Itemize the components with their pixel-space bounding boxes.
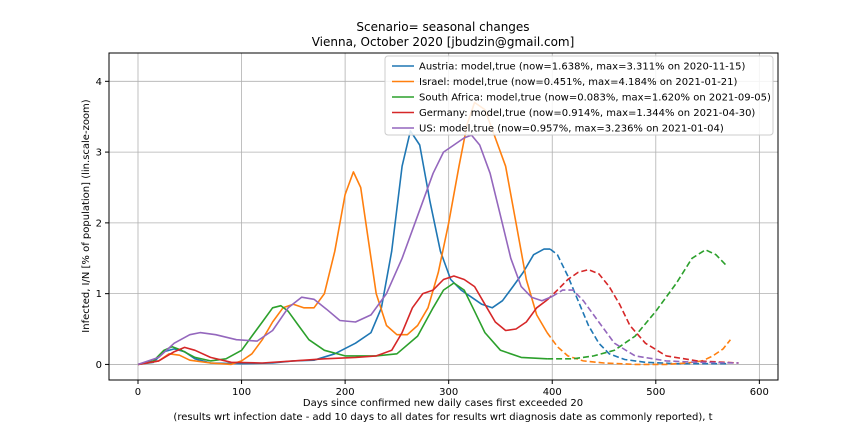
x-tick-label: 500 (646, 387, 665, 398)
chart-subtitle: Vienna, October 2020 [jbudzin@gmail.com] (312, 35, 575, 49)
series-line-solid-3 (137, 275, 548, 366)
legend-entry-1: Israel: model,true (now=0.451%, max=4.18… (419, 77, 738, 88)
series-line-solid-0 (137, 130, 551, 366)
series-line-dashed-2 (547, 248, 727, 360)
series-line-dashed-4 (551, 289, 739, 364)
x-tick-label: 0 (135, 387, 141, 398)
x-tick-label: 600 (750, 387, 769, 398)
x-tick-label: 300 (439, 387, 458, 398)
legend-box (384, 55, 774, 136)
x-axis-label-line1: Days since confirmed new daily cases fir… (303, 398, 583, 409)
x-axis-label-line2: (results wrt infection date - add 10 day… (173, 412, 712, 423)
series-line-solid-4 (137, 134, 553, 366)
x-tick-label: 100 (232, 387, 251, 398)
y-tick-label: 0 (96, 360, 102, 371)
y-tick-label: 4 (96, 77, 102, 88)
series-line-solid-2 (137, 282, 548, 366)
x-tick-label: 400 (543, 387, 562, 398)
legend: Austria: model,true (now=1.638%, max=3.3… (384, 55, 774, 136)
series-line-dashed-0 (549, 248, 729, 365)
plot-frame (108, 52, 779, 381)
axis-ticks: 0 100 200 300 400 500 600 0 1 2 3 4 (96, 77, 769, 398)
legend-entry-0: Austria: model,true (now=1.638%, max=3.3… (419, 62, 746, 73)
legend-entry-3: Germany: model,true (now=0.914%, max=1.3… (419, 108, 755, 119)
legend-entry-2: South Africa: model,true (now=0.083%, ma… (419, 93, 771, 104)
y-axis-label: Infected, I/N [% of population] (lin.sca… (81, 99, 92, 332)
series-line-solid-1 (137, 101, 548, 366)
x-tick-label: 200 (336, 387, 355, 398)
chart-title: Scenario= seasonal changes (356, 20, 529, 34)
y-tick-label: 1 (96, 289, 102, 300)
y-tick-label: 2 (96, 218, 102, 229)
series-line-dashed-1 (546, 332, 732, 366)
y-tick-label: 3 (96, 148, 102, 159)
series-layer (137, 101, 739, 366)
series-line-dashed-3 (546, 268, 739, 364)
legend-entry-4: US: model,true (now=0.957%, max=3.236% o… (419, 124, 724, 135)
